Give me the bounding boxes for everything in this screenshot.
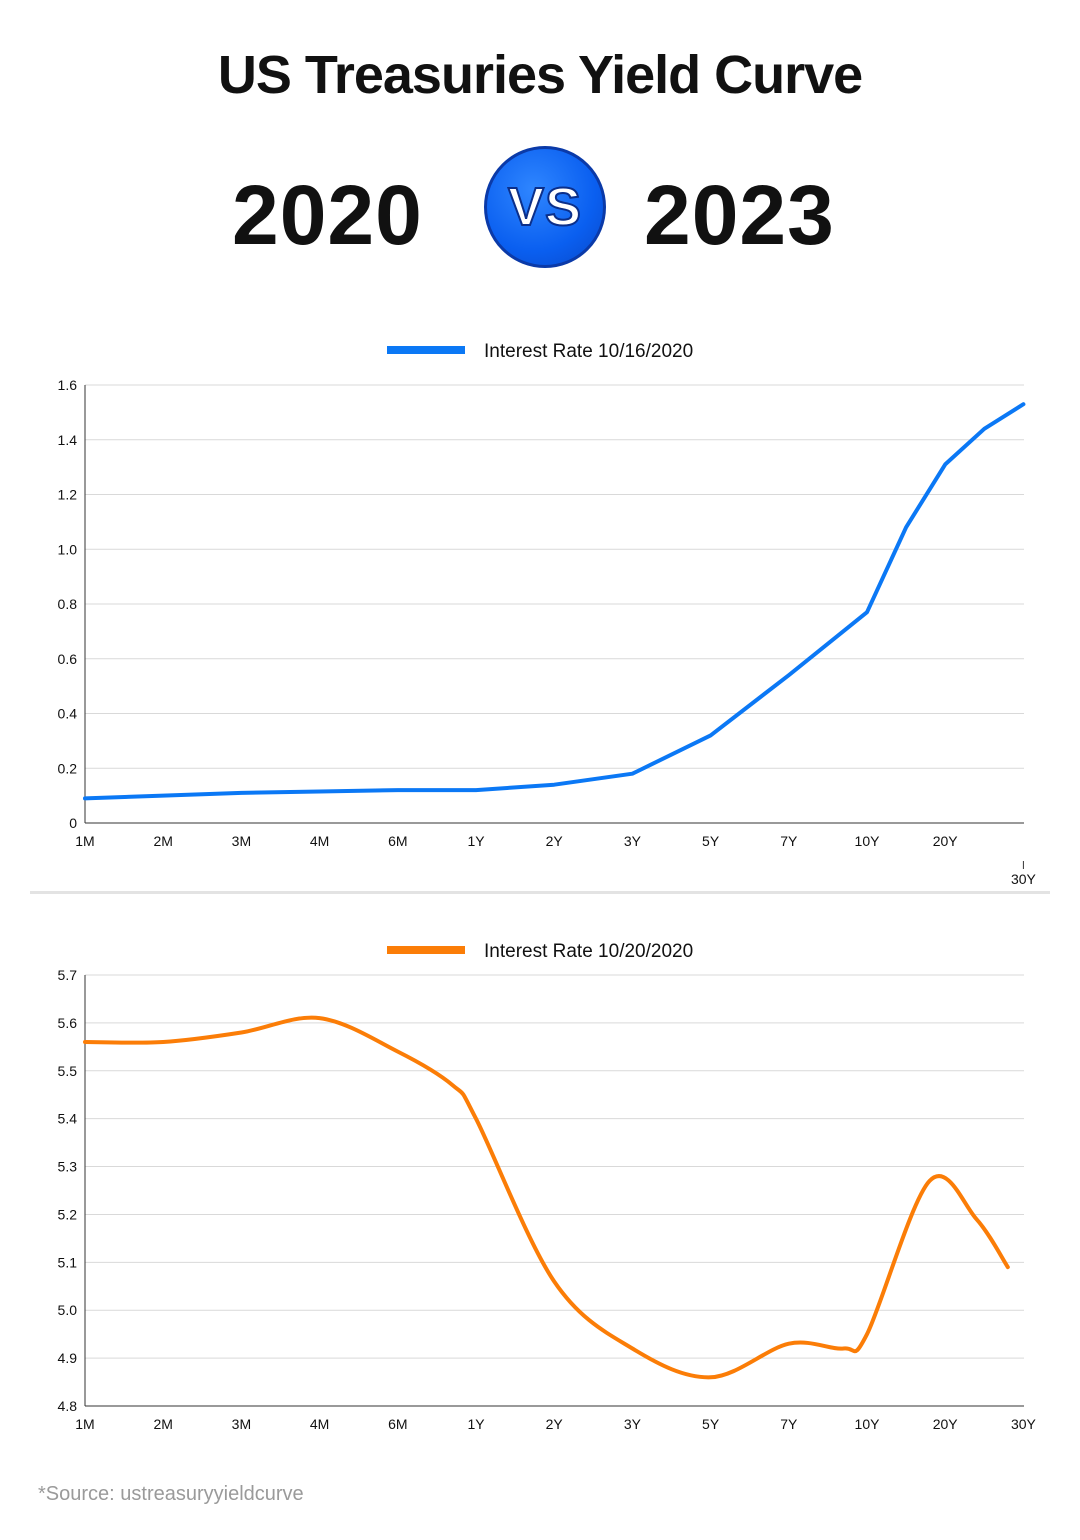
chart-divider xyxy=(30,891,1050,894)
source-note: *Source: ustreasuryyieldcurve xyxy=(38,1483,304,1505)
x-tick-label: 20Y xyxy=(933,833,959,849)
x-tick-label: 7Y xyxy=(780,1416,798,1432)
vs-badge: VS xyxy=(484,146,606,268)
x-tick-label: 2M xyxy=(153,833,172,849)
x-tick-label: 4M xyxy=(310,1416,329,1432)
x-tick-label: 1Y xyxy=(467,1416,485,1432)
x-tick-label: 10Y xyxy=(855,1416,881,1432)
y-tick-label: 0.2 xyxy=(58,760,78,776)
legend-label: Interest Rate 10/20/2020 xyxy=(484,941,693,962)
x-tick-label: 7Y xyxy=(780,833,798,849)
y-tick-label: 5.1 xyxy=(58,1254,78,1270)
series-line xyxy=(83,402,1026,801)
y-tick-label: 5.4 xyxy=(58,1111,78,1127)
y-tick-label: 4.8 xyxy=(58,1398,78,1414)
x-tick-label: 3Y xyxy=(624,833,642,849)
year-2023-label: 2023 xyxy=(644,168,835,262)
x-tick-label: 30Y xyxy=(1011,1416,1037,1432)
y-tick-label: 0.4 xyxy=(58,706,78,722)
y-tick-label: 5.0 xyxy=(58,1302,78,1318)
x-tick-label: 2Y xyxy=(546,1416,564,1432)
legend-label: Interest Rate 10/16/2020 xyxy=(484,341,693,362)
y-tick-label: 1.6 xyxy=(58,377,78,393)
x-tick-label: 6M xyxy=(388,833,407,849)
y-tick-label: 0.6 xyxy=(58,651,78,667)
yield-chart-2023: Interest Rate 10/20/2020 4.8 4.9 5.0 5.1 5.2 5… xyxy=(58,941,1037,1432)
x-tick-label: 20Y xyxy=(933,1416,959,1432)
year-2020-label: 2020 xyxy=(232,168,423,262)
x-tick-label: 3M xyxy=(232,833,251,849)
y-tick-label: 5.6 xyxy=(58,1015,78,1031)
page-title: US Treasuries Yield Curve xyxy=(217,45,863,105)
x-tick-label: 30Y xyxy=(1011,871,1037,887)
y-tick-label: 0.8 xyxy=(58,596,78,612)
x-tick-label: 4M xyxy=(310,833,329,849)
x-tick-label: 3M xyxy=(232,1416,251,1432)
y-tick-label: 0 xyxy=(69,815,77,831)
y-tick-label: 1.4 xyxy=(58,432,78,448)
x-tick-label: 3Y xyxy=(624,1416,642,1432)
x-tick-label: 10Y xyxy=(855,833,881,849)
series-line xyxy=(83,1015,1010,1380)
y-tick-label: 4.9 xyxy=(58,1350,78,1366)
x-tick-label: 2M xyxy=(153,1416,172,1432)
y-tick-label: 1.0 xyxy=(58,541,78,557)
x-tick-label: 2Y xyxy=(546,833,564,849)
y-tick-label: 1.2 xyxy=(58,487,78,503)
yield-chart-2020: Interest Rate 10/16/2020 0 0.2 0.4 0.6 0.8 1.0… xyxy=(58,341,1037,887)
x-tick-label: 5Y xyxy=(702,833,720,849)
x-tick-label: 1M xyxy=(75,833,94,849)
vs-label: VS xyxy=(507,176,583,238)
y-tick-label: 5.2 xyxy=(58,1206,78,1222)
x-tick-label: 5Y xyxy=(702,1416,720,1432)
x-tick-label: 6M xyxy=(388,1416,407,1432)
y-tick-label: 5.5 xyxy=(58,1063,78,1079)
x-tick-label: 1Y xyxy=(467,833,485,849)
y-tick-label: 5.3 xyxy=(58,1159,78,1175)
y-tick-label: 5.7 xyxy=(58,967,78,983)
x-tick-label: 1M xyxy=(75,1416,94,1432)
